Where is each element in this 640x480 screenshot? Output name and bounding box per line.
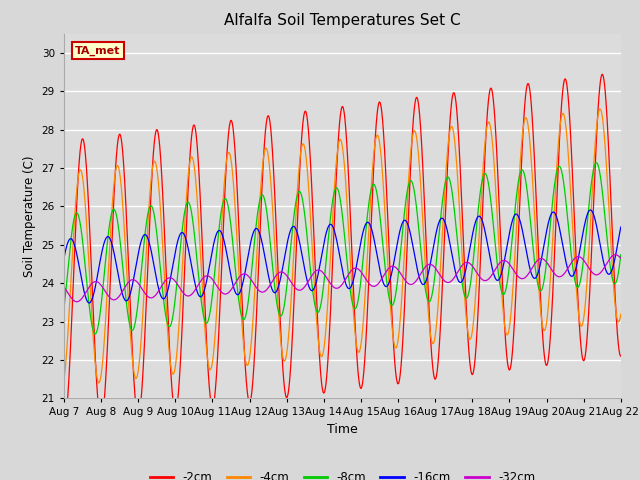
-2cm xyxy=(406,168,414,173)
-4cm xyxy=(617,312,625,318)
-32cm xyxy=(564,265,572,271)
-2cm xyxy=(598,72,606,77)
-16cm xyxy=(60,255,68,261)
-16cm xyxy=(180,230,188,236)
-4cm xyxy=(95,380,102,385)
-32cm xyxy=(180,290,188,296)
-32cm xyxy=(216,287,223,293)
Line: -16cm: -16cm xyxy=(64,210,621,303)
Legend: -2cm, -4cm, -8cm, -16cm, -32cm: -2cm, -4cm, -8cm, -16cm, -32cm xyxy=(145,466,540,480)
-16cm xyxy=(85,300,93,306)
-8cm xyxy=(593,160,600,166)
Line: -2cm: -2cm xyxy=(64,74,621,425)
-8cm xyxy=(216,221,223,227)
-16cm xyxy=(406,231,414,237)
-16cm xyxy=(216,228,223,233)
-4cm xyxy=(397,309,404,315)
-2cm xyxy=(617,353,625,359)
-4cm xyxy=(564,148,572,154)
-32cm xyxy=(617,255,625,261)
-8cm xyxy=(617,253,625,259)
-4cm xyxy=(180,244,188,250)
-16cm xyxy=(564,267,572,273)
Line: -4cm: -4cm xyxy=(64,109,621,383)
Line: -8cm: -8cm xyxy=(64,163,621,334)
-4cm xyxy=(596,106,604,112)
-8cm xyxy=(180,217,188,223)
-4cm xyxy=(216,256,223,262)
-8cm xyxy=(397,247,404,252)
-2cm xyxy=(179,298,187,304)
-2cm xyxy=(397,367,404,373)
Text: TA_met: TA_met xyxy=(75,46,120,56)
-4cm xyxy=(60,376,68,382)
-32cm xyxy=(612,252,620,258)
Y-axis label: Soil Temperature (C): Soil Temperature (C) xyxy=(23,155,36,277)
X-axis label: Time: Time xyxy=(327,423,358,436)
-32cm xyxy=(617,255,625,261)
Title: Alfalfa Soil Temperatures Set C: Alfalfa Soil Temperatures Set C xyxy=(224,13,461,28)
-32cm xyxy=(397,271,404,276)
-2cm xyxy=(60,422,68,428)
-4cm xyxy=(406,151,414,156)
-2cm xyxy=(617,353,625,359)
-32cm xyxy=(406,282,414,288)
-2cm xyxy=(216,314,223,320)
-16cm xyxy=(587,207,595,213)
-2cm xyxy=(564,91,572,97)
-8cm xyxy=(617,252,625,258)
-8cm xyxy=(60,306,68,312)
-16cm xyxy=(397,225,404,230)
-32cm xyxy=(73,299,81,305)
-8cm xyxy=(92,331,99,337)
-16cm xyxy=(617,225,625,231)
-16cm xyxy=(617,224,625,230)
-4cm xyxy=(617,311,625,317)
Line: -32cm: -32cm xyxy=(64,255,621,302)
-32cm xyxy=(60,284,68,290)
-8cm xyxy=(564,220,572,226)
-8cm xyxy=(406,178,414,183)
